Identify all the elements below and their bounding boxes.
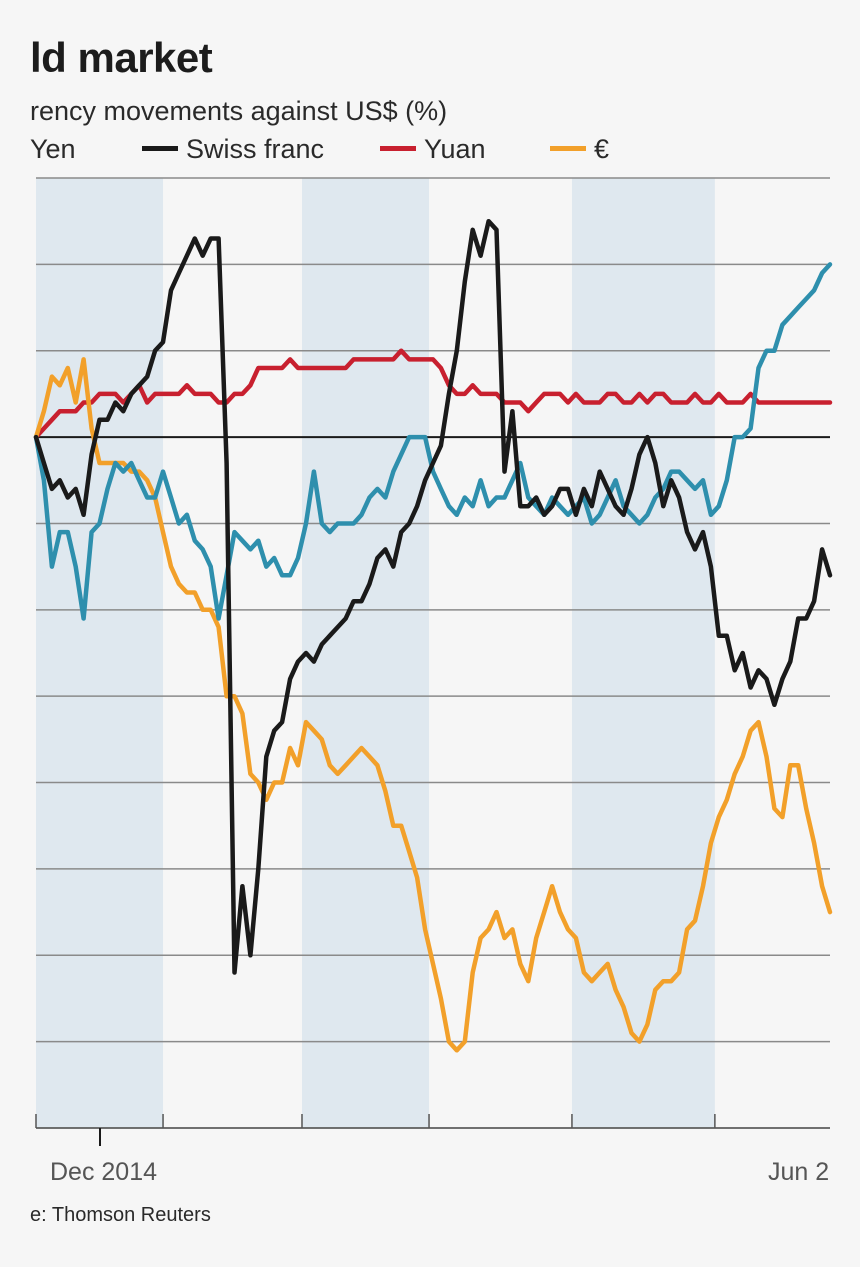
series-line-yen <box>33 262 833 621</box>
legend-swatch-swiss-franc <box>142 146 178 152</box>
legend-swatch-yuan <box>380 146 416 152</box>
legend-label-yuan: Yuan <box>424 134 486 164</box>
legend-item-yuan: Yuan <box>380 134 486 165</box>
legend-swatch-euro <box>550 146 586 152</box>
shaded-band-2 <box>571 178 715 1128</box>
legend-item-swiss-franc: Swiss franc <box>142 134 324 165</box>
shaded-band-0 <box>36 178 164 1128</box>
chart-title: ld market <box>30 34 213 81</box>
legend-item-euro: € <box>550 134 609 165</box>
legend-item-yen: Yen <box>30 134 76 165</box>
legend-label-swiss-franc: Swiss franc <box>186 134 325 164</box>
series-line-euro <box>33 357 833 1053</box>
legend-label-yen: Yen <box>30 134 76 164</box>
source-note: e: Thomson Reuters <box>30 1204 211 1226</box>
series-line-swiss-franc <box>33 218 833 975</box>
x-tick-label-0: Dec 2014 <box>50 1158 157 1186</box>
chart-subtitle: rency movements against US$ (%) <box>30 96 448 126</box>
series-line-yuan <box>33 348 833 440</box>
x-tick-label-1: Jun 2 <box>768 1158 829 1186</box>
legend-label-euro: € <box>594 134 610 164</box>
shaded-band-1 <box>301 178 430 1128</box>
